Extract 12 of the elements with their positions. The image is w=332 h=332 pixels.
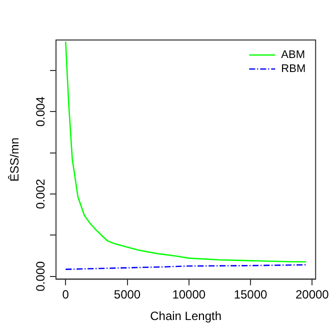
x-tick-label: 0	[62, 288, 70, 302]
x-tick-label: 20000	[295, 288, 330, 302]
x-axis-title: Chain Length	[150, 309, 222, 324]
x-tick-label: 15000	[234, 288, 268, 302]
x-tick-label: 10000	[172, 288, 206, 302]
y-tick-label: 0.002	[33, 178, 48, 209]
y-tick-label: 0.004	[33, 96, 48, 127]
y-axis-title: ÊSS/mn	[8, 138, 22, 182]
legend-label: ABM	[281, 49, 306, 62]
legend-label: RBM	[281, 63, 306, 76]
x-tick-label: 5000	[114, 288, 141, 302]
y-tick-label: 0.000	[33, 260, 48, 292]
